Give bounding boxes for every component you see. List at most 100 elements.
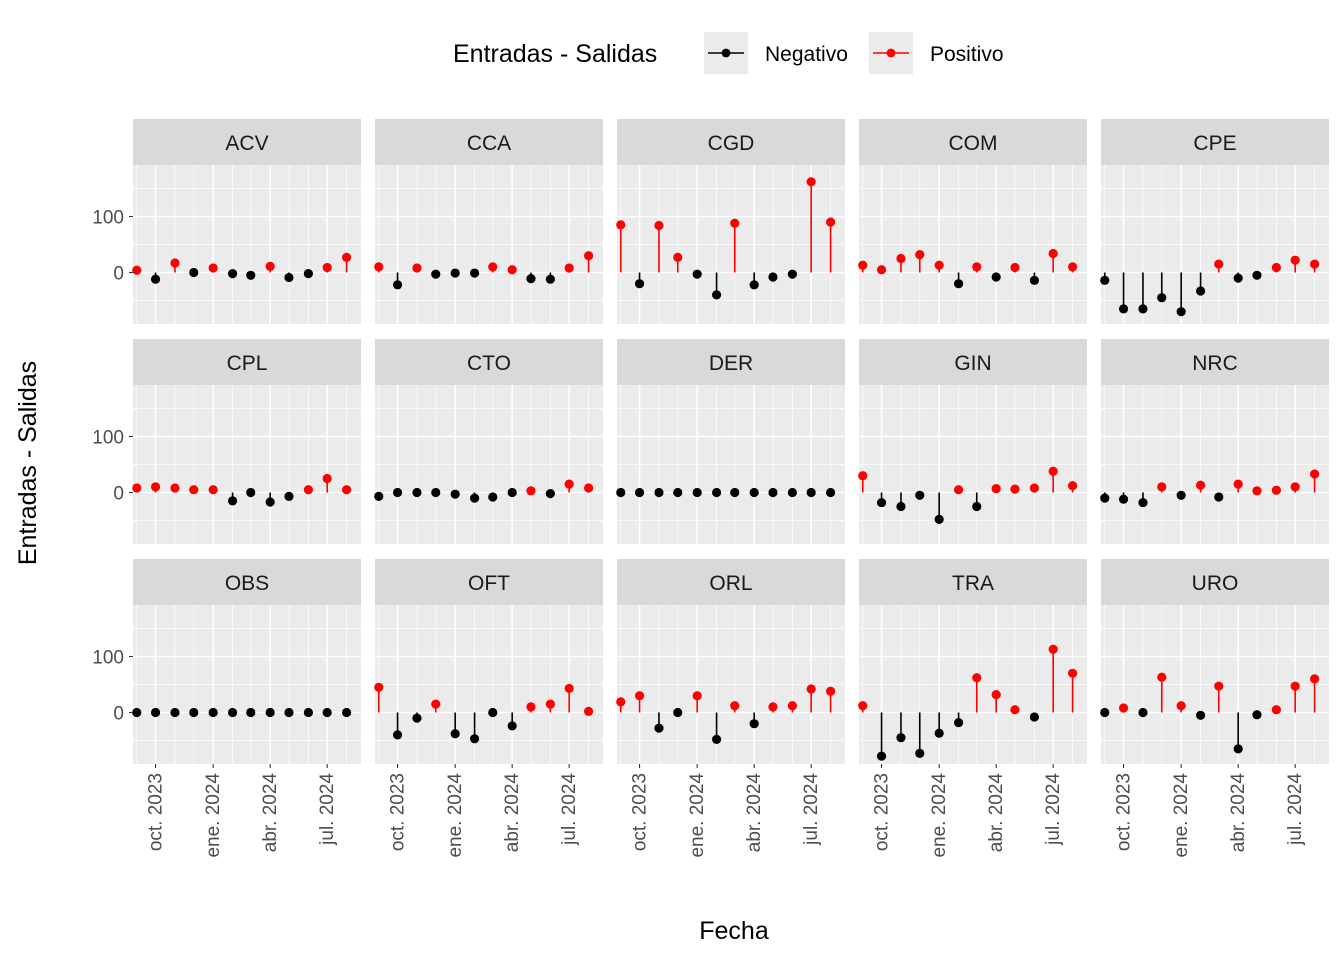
- point-cpl: [341, 485, 352, 495]
- facet-com: COM: [858, 119, 1087, 324]
- legend-key-positivo-point: [886, 48, 896, 58]
- point-uro: [1138, 707, 1148, 718]
- point-cgd: [730, 218, 740, 228]
- point-orl: [768, 702, 778, 712]
- point-obs: [170, 707, 180, 718]
- facet-tra: TRA oct. 2023 ene. 2024 abr. 2024 jul. 2024: [858, 559, 1087, 858]
- facet-cca: CCA: [374, 119, 603, 324]
- point-obs: [227, 707, 238, 718]
- point-tra: [934, 728, 944, 738]
- point-cgd: [634, 279, 645, 289]
- point-der: [692, 487, 702, 498]
- strip-label-gin: GIN: [954, 352, 991, 375]
- point-cpl: [227, 496, 238, 506]
- strip-label-cpl: CPL: [227, 352, 268, 375]
- strip-label-nrc: NRC: [1192, 352, 1238, 375]
- point-orl: [711, 734, 722, 744]
- x-tick-label: jul. 2024: [801, 773, 822, 846]
- strip-oft: [375, 559, 603, 605]
- strip-obs: [133, 559, 361, 605]
- point-com: [876, 265, 887, 275]
- facet-panels: ACV 0 100 CCA CGD COM CPE CPL 0 100 CTO DER GIN NRC OB…: [92, 119, 1329, 858]
- x-tick-label: oct. 2023: [872, 773, 893, 851]
- strip-label-cpe: CPE: [1193, 132, 1236, 155]
- point-cca: [412, 263, 422, 273]
- point-orl: [634, 691, 645, 701]
- point-uro: [1309, 674, 1320, 684]
- strip-label-acv: ACV: [225, 132, 268, 155]
- x-tick-label: oct. 2023: [1114, 773, 1135, 851]
- point-obs: [150, 707, 161, 718]
- point-oft: [564, 683, 574, 694]
- x-tick-label: abr. 2024: [1228, 773, 1249, 853]
- point-cpl: [189, 485, 199, 495]
- strip-uro: [1101, 559, 1329, 605]
- point-der: [787, 487, 797, 498]
- point-gin: [934, 514, 944, 524]
- point-com: [915, 249, 925, 260]
- point-der: [806, 487, 816, 498]
- point-cto: [469, 493, 480, 503]
- strip-cca: [375, 119, 603, 165]
- point-oft: [469, 734, 480, 744]
- point-obs: [208, 707, 218, 718]
- point-cpe: [1233, 273, 1243, 283]
- point-orl: [749, 719, 759, 729]
- x-axis-title: Fecha: [699, 917, 769, 945]
- point-com: [1048, 248, 1058, 259]
- point-cpe: [1309, 259, 1320, 269]
- legend-key-negativo-point: [721, 48, 731, 58]
- point-cpe: [1195, 286, 1206, 296]
- point-oft: [392, 730, 403, 740]
- point-cpe: [1252, 270, 1262, 280]
- point-obs: [284, 707, 294, 718]
- point-obs: [322, 707, 332, 718]
- strip-cgd: [617, 119, 845, 165]
- x-tick-label: abr. 2024: [260, 773, 281, 853]
- point-oft: [507, 721, 517, 731]
- x-tick-label: oct. 2023: [630, 773, 651, 851]
- point-acv: [341, 252, 352, 262]
- strip-label-obs: OBS: [225, 572, 269, 595]
- point-com: [972, 262, 982, 272]
- point-der: [673, 487, 683, 498]
- point-cpe: [1214, 259, 1224, 269]
- point-com: [934, 260, 944, 270]
- point-orl: [825, 686, 836, 696]
- point-nrc: [1271, 485, 1281, 495]
- x-tick-label: jul. 2024: [559, 773, 580, 846]
- strip-nrc: [1101, 339, 1329, 385]
- point-uro: [1214, 681, 1224, 691]
- point-tra: [972, 673, 982, 683]
- point-nrc: [1214, 492, 1224, 502]
- point-cgd: [673, 252, 683, 262]
- y-tick-label: 0: [113, 703, 124, 724]
- point-cto: [374, 491, 384, 502]
- point-acv: [170, 258, 180, 268]
- point-uro: [1176, 701, 1186, 711]
- point-nrc: [1138, 497, 1148, 508]
- point-uro: [1252, 710, 1262, 720]
- point-cca: [374, 262, 384, 272]
- point-cto: [450, 489, 460, 499]
- point-orl: [730, 701, 740, 711]
- point-acv: [284, 272, 294, 283]
- point-oft: [583, 706, 594, 716]
- point-orl: [654, 723, 664, 733]
- point-com: [1029, 275, 1039, 285]
- strip-label-oft: OFT: [468, 572, 510, 595]
- point-nrc: [1118, 494, 1129, 504]
- strip-cto: [375, 339, 603, 385]
- point-cpe: [1176, 307, 1186, 317]
- point-gin: [953, 485, 964, 495]
- point-com: [858, 260, 868, 270]
- strip-label-tra: TRA: [952, 572, 994, 595]
- point-gin: [1067, 481, 1078, 491]
- point-oft: [374, 682, 384, 692]
- point-nrc: [1233, 479, 1243, 489]
- point-cpl: [150, 482, 161, 492]
- point-acv: [246, 270, 256, 280]
- point-cca: [488, 262, 498, 272]
- point-cca: [564, 263, 574, 273]
- point-acv: [227, 269, 238, 279]
